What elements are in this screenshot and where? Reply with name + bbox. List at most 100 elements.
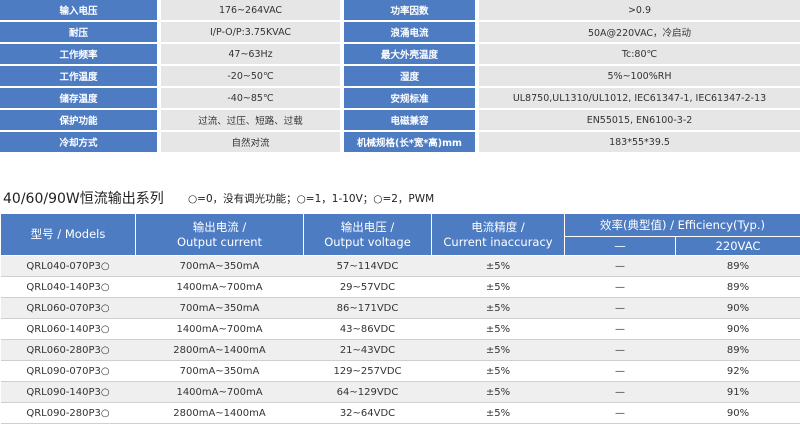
spec-value: UL8750,UL1310/UL1012, IEC61347-1, IEC613… <box>479 87 800 110</box>
spec-gap <box>340 65 344 88</box>
header-output-voltage-en: Output voltage <box>324 234 411 249</box>
spec-gap <box>157 0 161 22</box>
spec-label: 输入电压 <box>0 0 157 22</box>
spec-gap <box>340 131 344 154</box>
spec-value: 47~63Hz <box>161 43 340 66</box>
header-efficiency: 效率(典型值) / Efficiency(Typ.) <box>564 213 800 237</box>
spec-label: 工作频率 <box>0 43 157 66</box>
output-current-cell: 700mA~350mA <box>135 255 304 277</box>
model-cell: QRL090-280P3○ <box>0 402 136 424</box>
table-row: QRL090-140P3○ 1400mA~700mA 64~129VDC ±5% —91… <box>0 381 800 403</box>
spec-gap <box>475 131 479 154</box>
spec-value: -40~85℃ <box>161 87 340 110</box>
header-output-voltage: 输出电压 / Output voltage <box>303 213 432 256</box>
spec-row: 保护功能 过流、过压、短路、过载 电磁兼容 EN55015, EN6100-3-2 <box>0 109 800 132</box>
spec-label: 湿度 <box>344 65 475 88</box>
spec-row: 输入电压 176~264VAC 功率因数 >0.9 <box>0 0 800 22</box>
efficiency-220vac-cell: 89% <box>675 255 800 277</box>
header-current-inaccuracy: 电流精度 / Current inaccuracy <box>431 213 565 256</box>
table-row: QRL060-280P3○ 2800mA~1400mA 21~43VDC ±5% —89… <box>0 339 800 361</box>
model-cell: QRL060-280P3○ <box>0 339 136 361</box>
model-cell: QRL090-070P3○ <box>0 360 136 382</box>
spec-row: 工作温度 -20~50℃ 湿度 5%~100%RH <box>0 65 800 88</box>
output-voltage-cell: 64~129VDC <box>303 381 432 403</box>
spec-value: >0.9 <box>479 0 800 22</box>
output-current-cell: 700mA~350mA <box>135 360 304 382</box>
output-current-cell: 2800mA~1400mA <box>135 402 304 424</box>
output-current-cell: 700mA~350mA <box>135 297 304 319</box>
spec-gap <box>157 87 161 110</box>
spec-gap <box>340 109 344 132</box>
header-output-current: 输出电流 / Output current <box>135 213 304 256</box>
efficiency-cell: — <box>564 402 676 424</box>
header-current-inaccuracy-cn: 电流精度 / <box>471 219 525 234</box>
spec-value: Tc:80℃ <box>479 43 800 66</box>
current-inaccuracy-cell: ±5% <box>431 276 565 298</box>
spec-table: 输入电压 176~264VAC 功率因数 >0.9 耐压 I/P-O/P:3.75KVAC… <box>0 0 800 154</box>
spec-gap <box>475 21 479 44</box>
efficiency-cell: — <box>564 255 676 277</box>
table-row: QRL090-280P3○ 2800mA~1400mA 32~64VDC ±5% —90… <box>0 402 800 424</box>
spec-value: 176~264VAC <box>161 0 340 22</box>
efficiency-220vac-cell: 91% <box>675 381 800 403</box>
output-voltage-cell: 57~114VDC <box>303 255 432 277</box>
table-row: QRL060-070P3○ 700mA~350mA 86~171VDC ±5% —90% <box>0 297 800 319</box>
dimming-legend: ○=0，没有调光功能；○=1，1-10V；○=2，PWM <box>188 193 435 205</box>
spec-table-body: 输入电压 176~264VAC 功率因数 >0.9 耐压 I/P-O/P:3.75KVAC… <box>0 0 800 154</box>
spec-gap <box>475 109 479 132</box>
output-current-cell: 1400mA~700mA <box>135 276 304 298</box>
models-table-header: 型号 / Models 输出电流 / Output current 输出电压 /… <box>0 213 800 256</box>
spec-label: 储存温度 <box>0 87 157 110</box>
header-output-current-en: Output current <box>176 234 263 249</box>
spec-gap <box>340 87 344 110</box>
spec-label: 冷却方式 <box>0 131 157 154</box>
model-cell: QRL040-140P3○ <box>0 276 136 298</box>
output-voltage-cell: 129~257VDC <box>303 360 432 382</box>
spec-value: 自然对流 <box>161 131 340 154</box>
spec-gap <box>475 43 479 66</box>
spec-row: 工作频率 47~63Hz 最大外壳温度 Tc:80℃ <box>0 43 800 66</box>
current-inaccuracy-cell: ±5% <box>431 339 565 361</box>
header-current-inaccuracy-en: Current inaccuracy <box>443 234 553 249</box>
series-title: 40/60/90W恒流输出系列 <box>3 191 164 207</box>
spec-gap <box>157 21 161 44</box>
spec-value: 过流、过压、短路、过载 <box>161 109 340 132</box>
efficiency-cell: — <box>564 297 676 319</box>
models-table-body: QRL040-070P3○ 700mA~350mA 57~114VDC ±5% —89%… <box>0 255 800 424</box>
header-output-current-cn: 输出电流 / <box>192 219 247 234</box>
efficiency-220vac-cell: 89% <box>675 339 800 361</box>
output-voltage-cell: 86~171VDC <box>303 297 432 319</box>
output-voltage-cell: 21~43VDC <box>303 339 432 361</box>
spec-label: 工作温度 <box>0 65 157 88</box>
spec-value: I/P-O/P:3.75KVAC <box>161 21 340 44</box>
output-current-cell: 1400mA~700mA <box>135 318 304 340</box>
efficiency-cell: — <box>564 381 676 403</box>
header-efficiency-sub1: — <box>564 236 676 256</box>
spec-value: 183*55*39.5 <box>479 131 800 154</box>
spec-value: -20~50℃ <box>161 65 340 88</box>
spec-label: 机械规格(长*宽*高)mm <box>344 131 475 154</box>
table-row: QRL040-140P3○ 1400mA~700mA 29~57VDC ±5% —89% <box>0 276 800 298</box>
current-inaccuracy-cell: ±5% <box>431 402 565 424</box>
spec-gap <box>340 21 344 44</box>
table-row: QRL060-140P3○ 1400mA~700mA 43~86VDC ±5% —90% <box>0 318 800 340</box>
series-header: 40/60/90W恒流输出系列 ○=0，没有调光功能；○=1，1-10V；○=2… <box>0 188 800 208</box>
model-cell: QRL090-140P3○ <box>0 381 136 403</box>
efficiency-220vac-cell: 90% <box>675 297 800 319</box>
spec-value: 5%~100%RH <box>479 65 800 88</box>
spec-value: 50A@220VAC，冷启动 <box>479 21 800 44</box>
spec-value: EN55015, EN6100-3-2 <box>479 109 800 132</box>
spec-gap <box>157 109 161 132</box>
current-inaccuracy-cell: ±5% <box>431 381 565 403</box>
output-voltage-cell: 29~57VDC <box>303 276 432 298</box>
header-model: 型号 / Models <box>0 213 136 256</box>
efficiency-220vac-cell: 90% <box>675 318 800 340</box>
efficiency-cell: — <box>564 360 676 382</box>
spec-row: 冷却方式 自然对流 机械规格(长*宽*高)mm 183*55*39.5 <box>0 131 800 154</box>
output-current-cell: 2800mA~1400mA <box>135 339 304 361</box>
spec-gap <box>475 65 479 88</box>
models-table: 型号 / Models 输出电流 / Output current 输出电压 /… <box>0 213 800 424</box>
spec-label: 最大外壳温度 <box>344 43 475 66</box>
efficiency-cell: — <box>564 276 676 298</box>
current-inaccuracy-cell: ±5% <box>431 360 565 382</box>
